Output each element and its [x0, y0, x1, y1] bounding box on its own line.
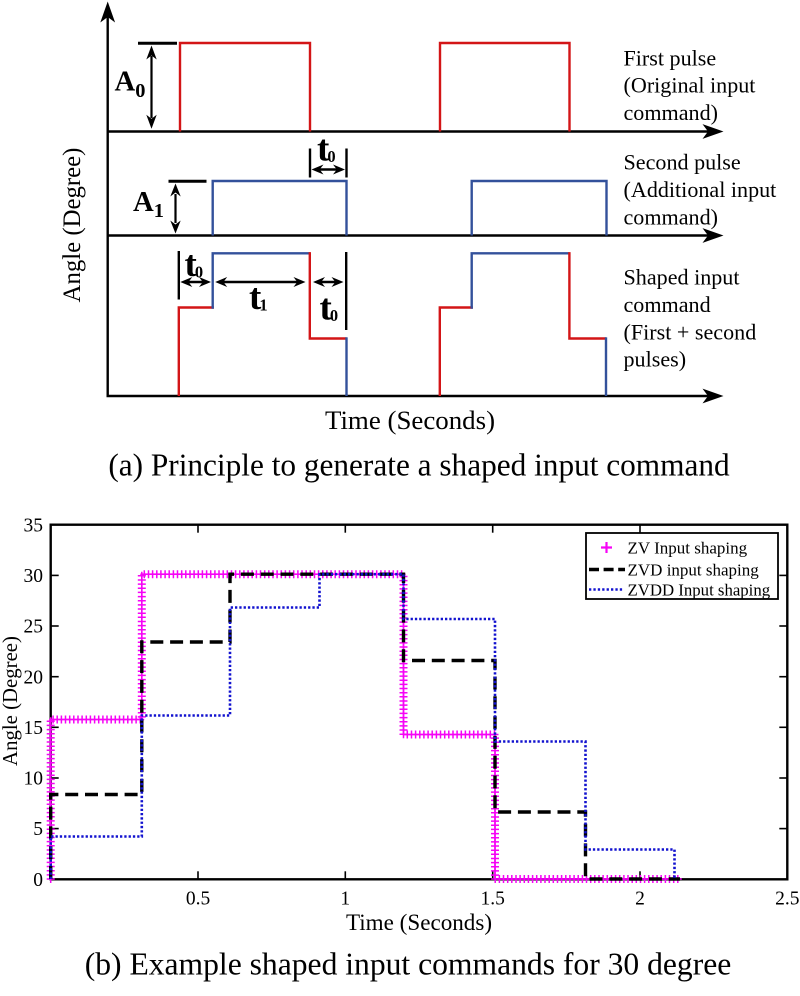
svg-text:(b) Example shaped input comma: (b) Example shaped input commands for 30…	[85, 947, 732, 982]
svg-text:(a) Principle to generate a sh: (a) Principle to generate a shaped input…	[108, 448, 730, 483]
svg-text:0: 0	[33, 870, 43, 891]
svg-text:5: 5	[33, 819, 43, 840]
svg-text:25: 25	[24, 617, 44, 638]
svg-text:(Additional input: (Additional input	[624, 177, 778, 202]
svg-text:10: 10	[24, 769, 44, 790]
svg-text:2.5: 2.5	[775, 889, 799, 910]
svg-text:30: 30	[24, 566, 44, 587]
svg-text:35: 35	[24, 515, 44, 536]
svg-text:1: 1	[340, 889, 350, 910]
svg-text:Angle (Degree): Angle (Degree)	[59, 148, 86, 303]
svg-text:pulses): pulses)	[624, 347, 687, 372]
svg-text:ZV Input shaping: ZV Input shaping	[628, 539, 748, 558]
svg-text:0.5: 0.5	[186, 889, 210, 910]
svg-text:command: command	[624, 292, 711, 317]
svg-text:Second pulse: Second pulse	[624, 150, 741, 175]
svg-text:Angle (Degree): Angle (Degree)	[0, 636, 22, 766]
svg-text:(Original input: (Original input	[624, 73, 757, 98]
svg-text:20: 20	[24, 667, 44, 688]
svg-text:15: 15	[24, 718, 44, 739]
svg-text:Time (Seconds): Time (Seconds)	[346, 909, 492, 935]
svg-text:Time (Seconds): Time (Seconds)	[325, 405, 495, 435]
svg-text:First pulse: First pulse	[624, 45, 717, 70]
svg-text:Shaped input: Shaped input	[624, 265, 741, 290]
svg-text:ZVDD Input shaping: ZVDD Input shaping	[628, 581, 771, 600]
svg-text:(First + second: (First + second	[624, 319, 757, 344]
svg-text:1.5: 1.5	[481, 889, 505, 910]
svg-text:command): command)	[624, 100, 718, 125]
svg-text:command): command)	[624, 204, 718, 229]
svg-text:ZVD input shaping: ZVD input shaping	[628, 561, 760, 580]
svg-text:2: 2	[635, 889, 645, 910]
